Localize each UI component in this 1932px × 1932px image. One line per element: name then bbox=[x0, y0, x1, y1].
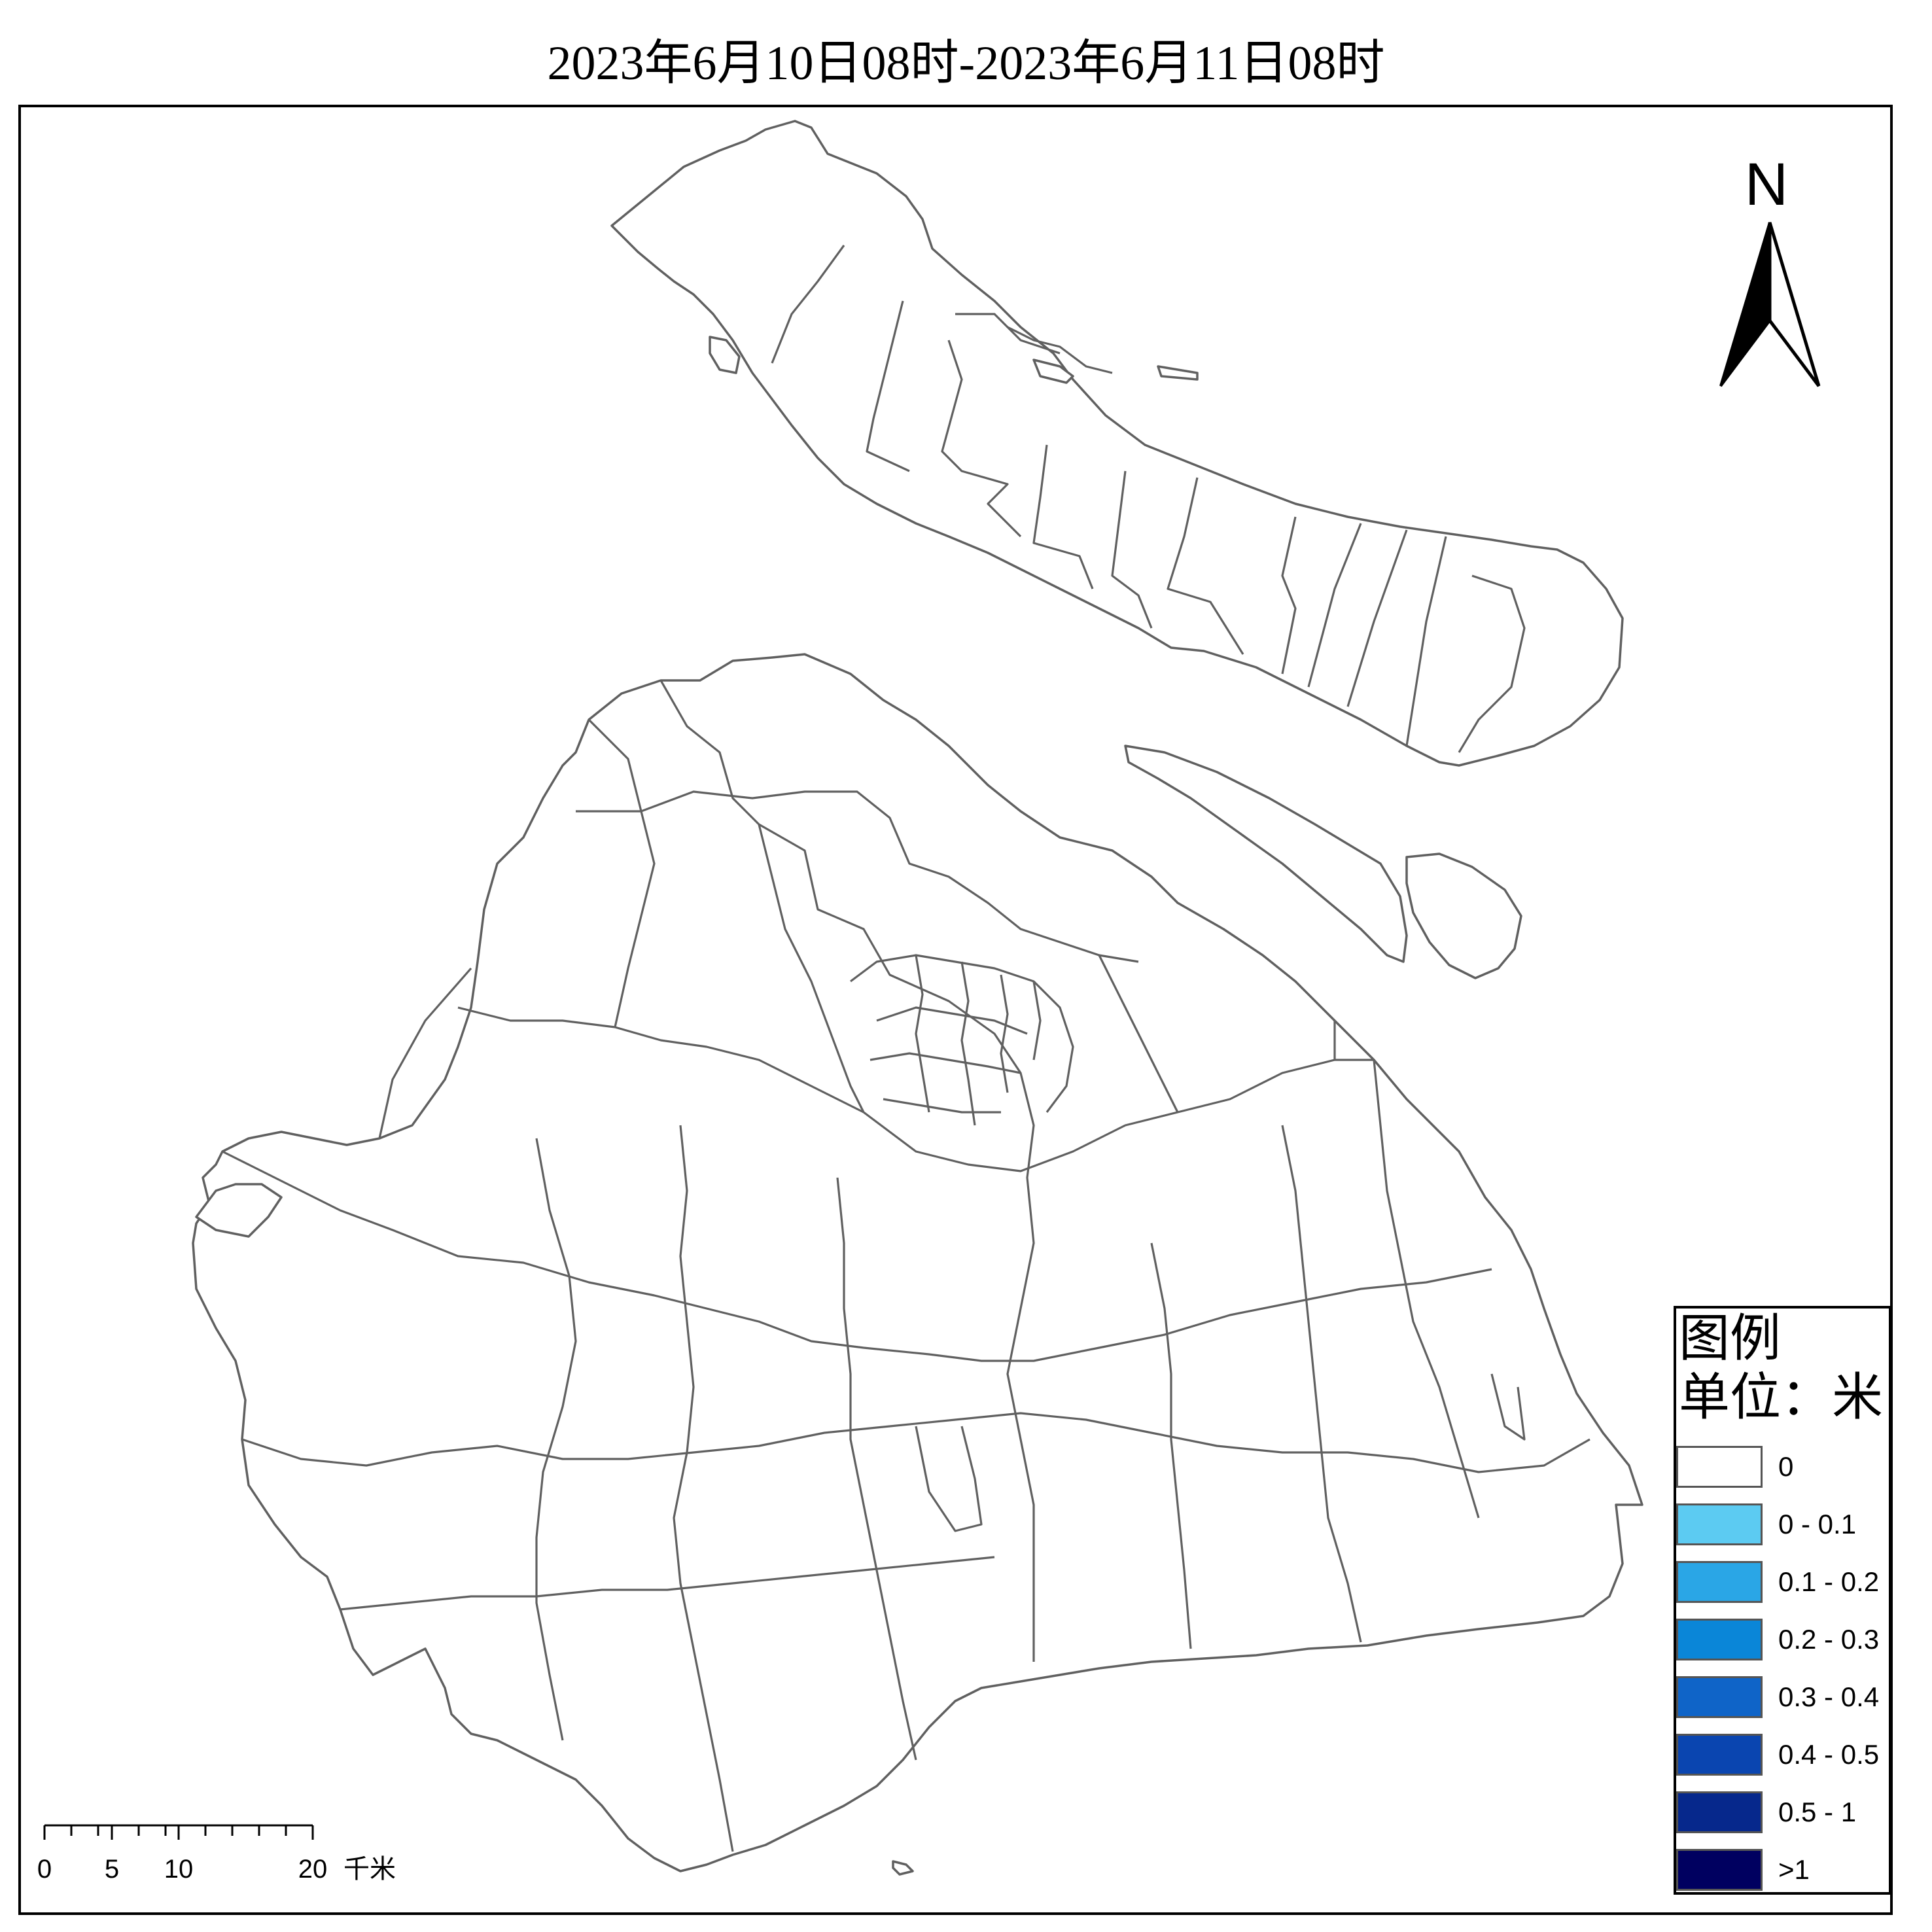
scale-label-0: 0 bbox=[37, 1855, 52, 1884]
legend-label: >1 bbox=[1778, 1854, 1810, 1885]
scale-label-5: 5 bbox=[105, 1855, 119, 1884]
district-boundary bbox=[1490, 1373, 1526, 1441]
chongming-boundary bbox=[866, 300, 910, 472]
legend-title: 图例 bbox=[1679, 1309, 1782, 1367]
islet-4[interactable] bbox=[892, 1860, 914, 1876]
district-boundary bbox=[241, 1412, 1590, 1473]
legend-unit: 单位：米 bbox=[1679, 1368, 1884, 1426]
legend-swatch bbox=[1676, 1446, 1763, 1488]
chongming-boundary bbox=[1346, 529, 1408, 707]
chongming-boundary bbox=[1458, 574, 1526, 753]
legend-item: 0 bbox=[1676, 1446, 1886, 1492]
scale-label-10: 10 bbox=[164, 1855, 194, 1884]
chongming-boundary bbox=[1405, 536, 1447, 746]
downtown-boundary bbox=[915, 955, 930, 1113]
scale-unit: 千米 bbox=[343, 1855, 396, 1884]
legend-swatch bbox=[1676, 1676, 1763, 1718]
islet-1[interactable] bbox=[709, 336, 741, 374]
district-boundary bbox=[836, 1177, 917, 1761]
downtown-boundary bbox=[869, 1052, 1021, 1074]
legend-label: 0.1 - 0.2 bbox=[1778, 1566, 1880, 1597]
legend-item: >1 bbox=[1676, 1849, 1886, 1895]
chongming-boundary bbox=[1007, 326, 1113, 374]
north-label: N bbox=[1744, 151, 1789, 218]
district-boundary bbox=[1281, 1125, 1362, 1643]
legend-swatch bbox=[1676, 1619, 1763, 1660]
district-boundary bbox=[340, 1556, 995, 1611]
hengsha-island[interactable] bbox=[1405, 852, 1522, 979]
district-boundary bbox=[1098, 955, 1179, 1113]
district-boundary bbox=[673, 1125, 734, 1852]
map-frame bbox=[18, 105, 1893, 1915]
chongming-boundary bbox=[1111, 470, 1153, 629]
district-boundary bbox=[222, 1150, 1492, 1362]
legend-item: 0.3 - 0.4 bbox=[1676, 1676, 1886, 1722]
scale-bar bbox=[43, 1824, 314, 1840]
chongming-boundary bbox=[1167, 477, 1244, 655]
legend-swatch bbox=[1676, 1503, 1763, 1545]
district-boundary bbox=[1150, 1242, 1192, 1649]
scale-label-20: 20 bbox=[298, 1855, 328, 1884]
downtown-boundary bbox=[960, 961, 976, 1126]
legend-label: 0 - 0.1 bbox=[1778, 1509, 1857, 1539]
legend-item: 0.2 - 0.3 bbox=[1676, 1619, 1886, 1664]
legend-swatch bbox=[1676, 1561, 1763, 1603]
district-boundary bbox=[576, 790, 1139, 963]
downtown-boundary bbox=[1032, 981, 1042, 1061]
qingpu-west[interactable] bbox=[195, 1183, 283, 1238]
legend-label: 0.2 - 0.3 bbox=[1778, 1624, 1880, 1655]
legend-label: 0 bbox=[1778, 1451, 1794, 1482]
district-boundary bbox=[659, 680, 1035, 1662]
legend-item: 0.5 - 1 bbox=[1676, 1791, 1886, 1837]
islet-2[interactable] bbox=[1032, 359, 1074, 384]
legend-item: 0.4 - 0.5 bbox=[1676, 1734, 1886, 1780]
district-boundary bbox=[535, 1138, 577, 1741]
changxing-island[interactable] bbox=[1124, 745, 1408, 963]
chongming-boundary bbox=[771, 245, 845, 364]
north-arrow-icon bbox=[1719, 222, 1821, 387]
legend-swatch bbox=[1676, 1849, 1763, 1891]
district-boundary bbox=[588, 718, 656, 1028]
legend-label: 0.3 - 0.4 bbox=[1778, 1681, 1880, 1712]
map-title: 2023年6月10日08时-2023年6月11日08时 bbox=[547, 37, 1385, 90]
legend-swatch bbox=[1676, 1734, 1763, 1776]
downtown-boundary bbox=[883, 1098, 1001, 1114]
chongming-boundary bbox=[941, 340, 1022, 538]
chongming-island[interactable] bbox=[610, 120, 1624, 767]
legend-swatch bbox=[1676, 1791, 1763, 1833]
shanghai-mainland[interactable] bbox=[192, 653, 1643, 1872]
legend-label: 0.5 - 1 bbox=[1778, 1797, 1857, 1827]
islet-3[interactable] bbox=[1157, 365, 1199, 381]
district-boundary bbox=[1373, 1059, 1480, 1519]
district-boundary bbox=[378, 967, 472, 1139]
legend-label: 0.4 - 0.5 bbox=[1778, 1739, 1880, 1770]
downtown-boundary bbox=[1000, 974, 1009, 1093]
legend: 图例 单位：米 0 0 - 0.1 0.1 - 0.2 0.2 - 0.3 0.3 - … bbox=[1674, 1306, 1891, 1895]
chongming-boundary bbox=[1281, 516, 1297, 675]
chongming-boundary bbox=[1307, 523, 1362, 688]
legend-item: 0.1 - 0.2 bbox=[1676, 1561, 1886, 1607]
legend-item: 0 - 0.1 bbox=[1676, 1503, 1886, 1549]
district-boundary bbox=[758, 824, 865, 1113]
downtown-boundary bbox=[850, 954, 1074, 1113]
district-boundary bbox=[915, 1426, 983, 1532]
chongming-boundary bbox=[1032, 444, 1094, 589]
